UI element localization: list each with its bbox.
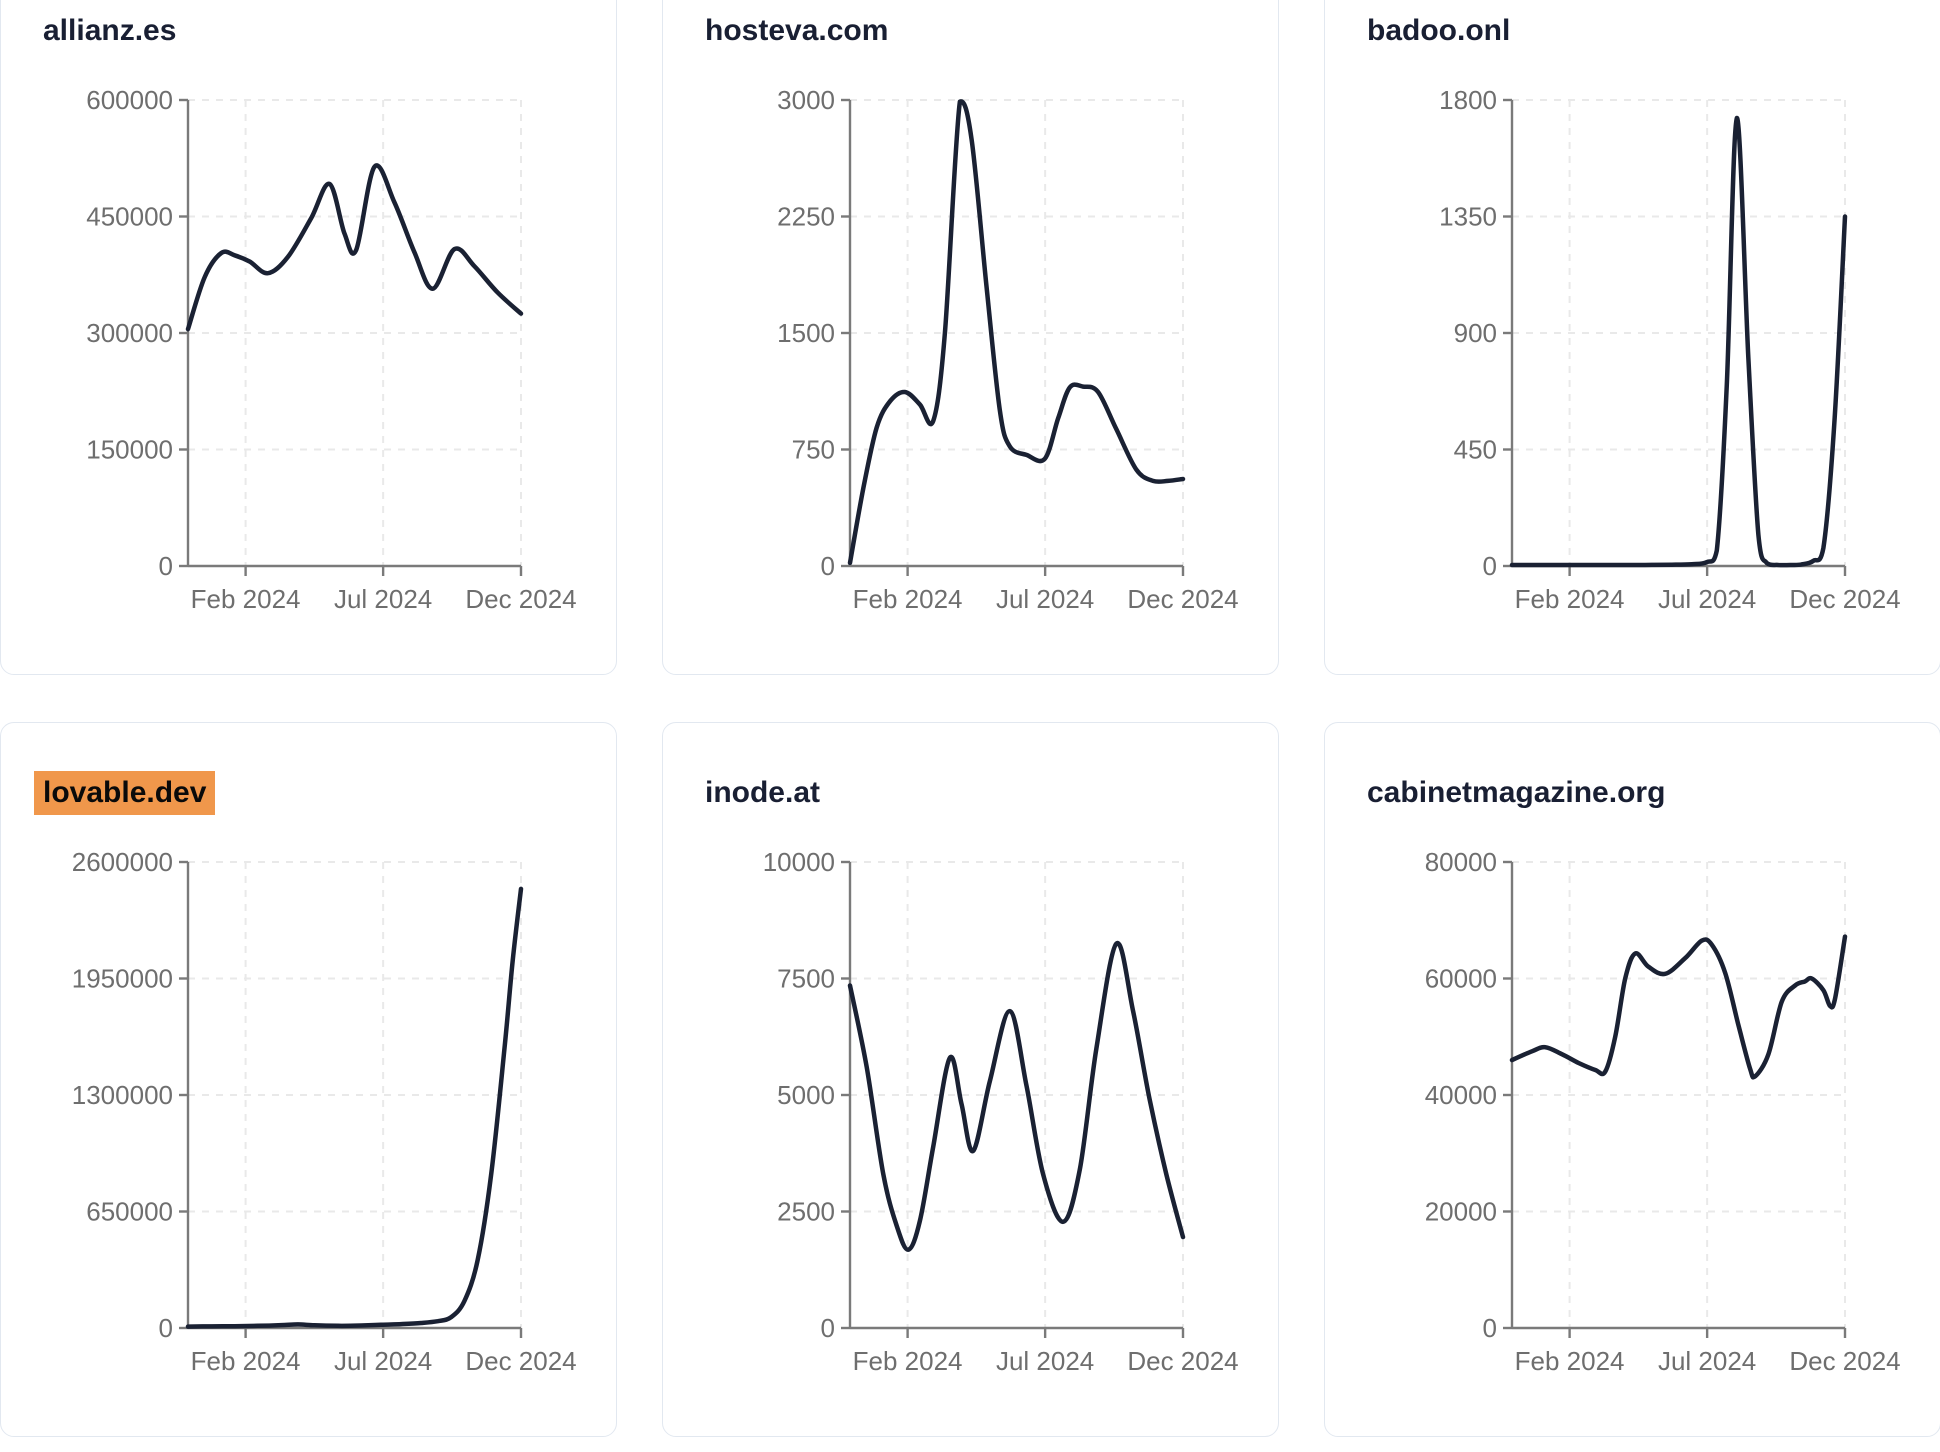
y-tick-label: 150000	[86, 435, 173, 465]
y-tick-label: 0	[159, 1313, 173, 1343]
y-tick-label: 0	[159, 551, 173, 581]
x-tick-label: Jul 2024	[1658, 1346, 1756, 1376]
y-tick-label: 300000	[86, 318, 173, 348]
x-tick-label: Feb 2024	[191, 584, 301, 614]
y-tick-label: 10000	[763, 847, 835, 877]
y-tick-label: 0	[1483, 1313, 1497, 1343]
x-tick-label: Feb 2024	[853, 1346, 963, 1376]
series-line	[1509, 115, 1848, 568]
y-tick-label: 0	[821, 1313, 835, 1343]
x-tick-label: Jul 2024	[996, 1346, 1094, 1376]
y-tick-label: 2500	[777, 1197, 835, 1227]
chart-title: badoo.onl	[1367, 13, 1510, 49]
x-tick-label: Feb 2024	[853, 584, 963, 614]
chart-title: lovable.dev	[34, 771, 216, 815]
y-tick-label: 5000	[777, 1080, 835, 1110]
y-tick-label: 0	[821, 551, 835, 581]
series-line	[185, 163, 524, 332]
line-chart: 2600000 1950000 1300000 650000 0 Feb 2024 Jul …	[72, 847, 577, 1376]
y-tick-label: 1300000	[72, 1080, 173, 1110]
y-tick-label: 40000	[1425, 1080, 1497, 1110]
x-tick-label: Dec 2024	[1789, 1346, 1900, 1376]
y-tick-label: 1800	[1439, 85, 1497, 115]
y-tick-label: 750	[792, 435, 835, 465]
chart-title: cabinetmagazine.org	[1367, 775, 1665, 811]
chart-card: cabinetmagazine.org 80000 60000 40000 20000 0…	[1324, 722, 1940, 1437]
y-tick-label: 3000	[777, 85, 835, 115]
chart-card: inode.at 10000 7500 5000 2500 0 Feb 2024 Jul 20…	[662, 722, 1279, 1437]
chart-title-text: cabinetmagazine.org	[1367, 776, 1666, 809]
chart-title-text: hosteva.com	[705, 14, 889, 47]
x-tick-label: Feb 2024	[1515, 584, 1625, 614]
x-tick-label: Dec 2024	[465, 1346, 576, 1376]
x-tick-label: Dec 2024	[1127, 1346, 1238, 1376]
line-chart: 3000 2250 1500 750 0 Feb 2024 Jul 2024 Dec 2024	[777, 85, 1239, 614]
series-line	[847, 941, 1186, 1252]
x-tick-label: Dec 2024	[465, 584, 576, 614]
y-tick-label: 1350	[1439, 202, 1497, 232]
chart-title-text: badoo.onl	[1367, 14, 1511, 47]
y-tick-label: 450	[1454, 435, 1497, 465]
chart-card: hosteva.com 3000 2250 1500 750 0 Feb 2024 Jul 2…	[662, 0, 1279, 675]
x-tick-label: Dec 2024	[1789, 584, 1900, 614]
chart-card: allianz.es 600000 450000 300000 150000 0 Feb 2…	[0, 0, 617, 675]
chart-card: badoo.onl 1800 1350 900 450 0 Feb 2024 Jul 2024…	[1324, 0, 1940, 675]
x-tick-label: Jul 2024	[996, 584, 1094, 614]
y-tick-label: 650000	[86, 1197, 173, 1227]
chart-title: hosteva.com	[705, 13, 888, 49]
line-chart: 600000 450000 300000 150000 0 Feb 2024 Jul 202…	[86, 85, 576, 614]
y-tick-label: 60000	[1425, 964, 1497, 994]
chart-title-text: allianz.es	[43, 14, 177, 47]
chart-card: lovable.dev 2600000 1950000 1300000 650000 0 F…	[0, 722, 617, 1437]
y-tick-label: 7500	[777, 964, 835, 994]
y-tick-label: 80000	[1425, 847, 1497, 877]
series-line	[1509, 934, 1848, 1080]
x-tick-label: Jul 2024	[334, 1346, 432, 1376]
y-tick-label: 20000	[1425, 1197, 1497, 1227]
y-tick-label: 2250	[777, 202, 835, 232]
y-tick-label: 1500	[777, 318, 835, 348]
y-tick-label: 600000	[86, 85, 173, 115]
x-tick-label: Feb 2024	[191, 1346, 301, 1376]
y-tick-label: 0	[1483, 551, 1497, 581]
y-tick-label: 450000	[86, 202, 173, 232]
line-chart: 80000 60000 40000 20000 0 Feb 2024 Jul 2024 Dec…	[1425, 847, 1901, 1376]
y-tick-label: 1950000	[72, 964, 173, 994]
x-tick-label: Jul 2024	[334, 584, 432, 614]
x-tick-label: Feb 2024	[1515, 1346, 1625, 1376]
y-tick-label: 900	[1454, 318, 1497, 348]
chart-title-text: inode.at	[705, 776, 821, 809]
series-line	[847, 99, 1186, 566]
series-line	[185, 886, 524, 1329]
x-tick-label: Dec 2024	[1127, 584, 1238, 614]
line-chart: 10000 7500 5000 2500 0 Feb 2024 Jul 2024 Dec 20…	[763, 847, 1239, 1376]
x-tick-label: Jul 2024	[1658, 584, 1756, 614]
y-tick-label: 2600000	[72, 847, 173, 877]
chart-title: allianz.es	[43, 13, 176, 49]
chart-title-highlighted-text: lovable.dev	[34, 771, 216, 815]
line-chart: 1800 1350 900 450 0 Feb 2024 Jul 2024 Dec 2024	[1439, 85, 1901, 614]
chart-title: inode.at	[705, 775, 820, 811]
